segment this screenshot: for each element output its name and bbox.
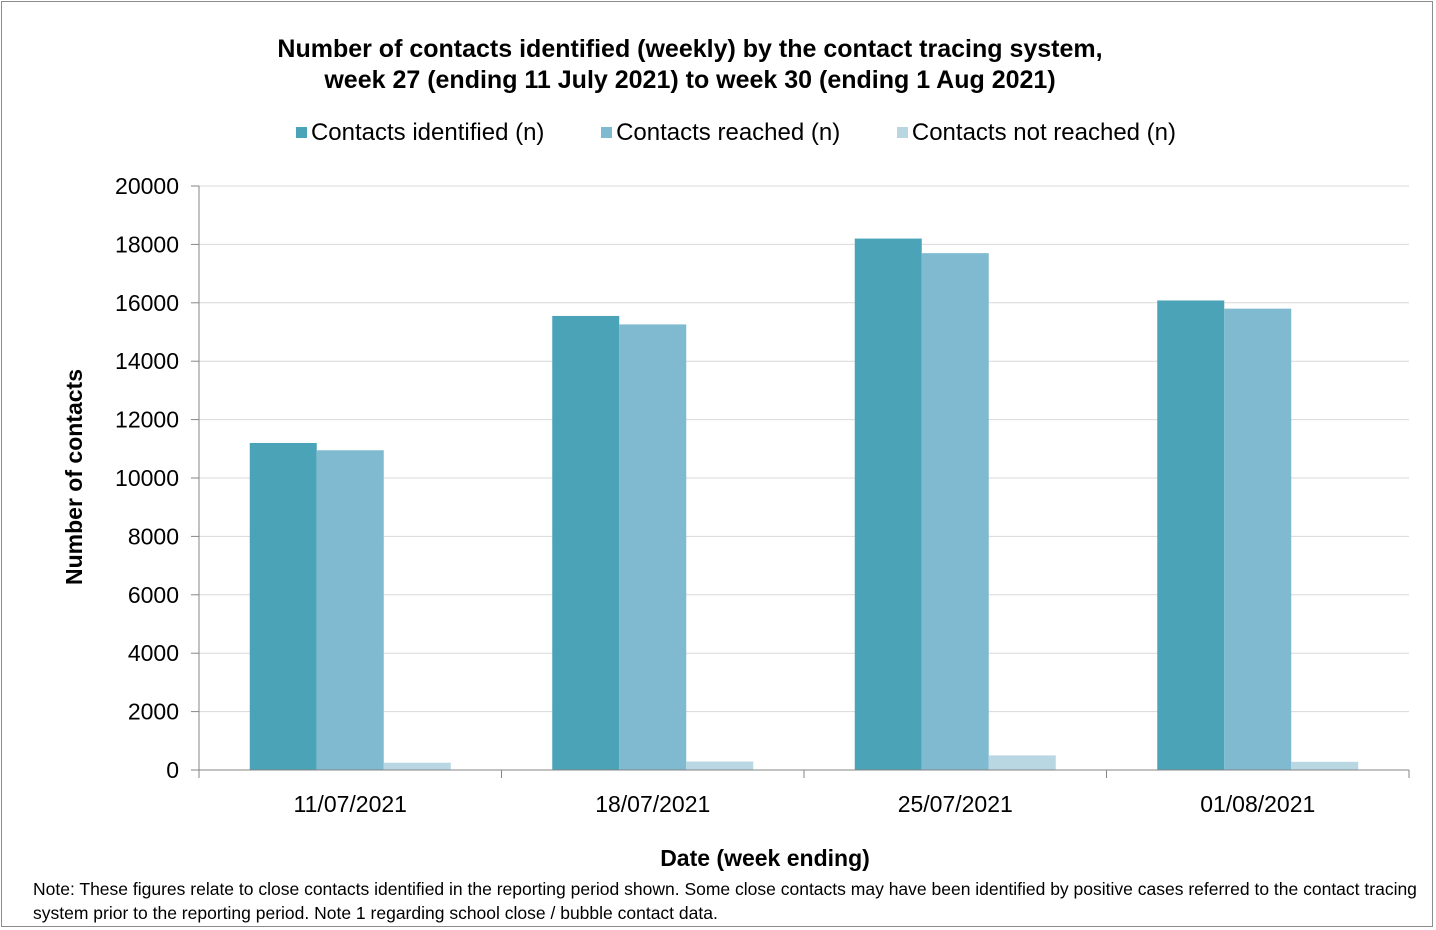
legend-swatch-reached [601, 127, 613, 138]
legend-item-not-reached: Contacts not reached (n) [896, 119, 1177, 147]
y-tick-label: 4000 [128, 640, 179, 666]
y-tick-label: 20000 [115, 173, 179, 199]
bar-reached [921, 253, 989, 770]
x-tick-label: 25/07/2021 [898, 791, 1013, 817]
legend-item-reached: Contacts reached (n) [601, 119, 840, 147]
bar-reached [619, 324, 687, 770]
bar-identified [1157, 300, 1225, 770]
bar-reached [1224, 308, 1292, 770]
legend-item-identified: Contacts identified (n) [295, 119, 545, 147]
bar-not-reached [686, 761, 754, 770]
y-tick-label: 6000 [128, 582, 179, 608]
chart-title-line1: Number of contacts identified (weekly) b… [277, 35, 1103, 63]
y-tick-label: 0 [166, 757, 179, 783]
chart-subtitle: week 27 (ending 11 July 2021) to week 30… [324, 66, 1056, 94]
chart-note: Note: These figures relate to close cont… [33, 879, 1417, 923]
legend-swatch-identified [295, 127, 307, 138]
y-tick-label: 2000 [128, 699, 179, 725]
y-tick-label: 8000 [128, 523, 179, 549]
y-tick-label: 18000 [115, 231, 179, 257]
y-tick-label: 14000 [115, 348, 179, 374]
bar-reached [316, 450, 384, 770]
y-tick-label: 10000 [115, 465, 179, 491]
bar-not-reached [1291, 761, 1359, 770]
axes: 0 2000 4000 6000 8000 10000 12000 14000 16000 180… [115, 173, 1410, 817]
chart-title: Number of contacts identified (weekly) b… [0, 34, 1380, 96]
x-tick-label: 11/07/2021 [294, 791, 407, 817]
chart-legend: Contacts identified (n) Contacts reached… [0, 119, 1436, 147]
bar-not-reached [383, 762, 451, 770]
legend-label-not-reached: Contacts not reached (n) [911, 119, 1177, 146]
y-axis-title: Number of contacts [61, 369, 87, 585]
y-tick-label: 12000 [115, 407, 179, 433]
bar-identified [249, 442, 317, 770]
x-tick-label: 01/08/2021 [1200, 791, 1315, 817]
bar-identified [854, 238, 922, 770]
bar-not-reached [988, 755, 1056, 770]
x-tick-label: 18/07/2021 [595, 791, 710, 817]
bars [249, 238, 1359, 770]
legend-label-identified: Contacts identified (n) [310, 119, 545, 146]
legend-label-reached: Contacts reached (n) [616, 119, 841, 146]
bar-identified [552, 315, 620, 770]
legend-swatch-not-reached [896, 127, 908, 138]
x-axis-title: Date (week ending) [660, 845, 870, 871]
y-tick-label: 16000 [115, 290, 179, 316]
